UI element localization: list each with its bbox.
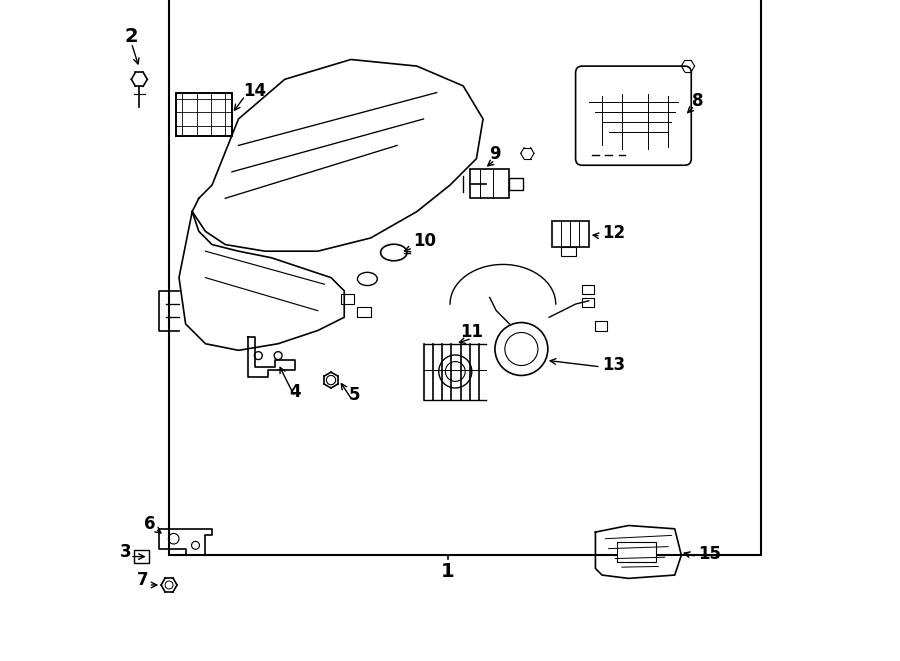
Text: 3: 3 xyxy=(120,543,131,561)
Bar xyxy=(176,93,232,136)
Text: 10: 10 xyxy=(413,232,436,250)
Text: 6: 6 xyxy=(144,515,156,533)
FancyBboxPatch shape xyxy=(576,66,691,165)
Text: 1: 1 xyxy=(441,563,454,581)
Text: 7: 7 xyxy=(137,571,148,589)
Bar xyxy=(341,294,355,304)
Text: 8: 8 xyxy=(692,92,704,110)
Bar xyxy=(509,178,523,190)
Bar xyxy=(169,0,760,555)
Text: 12: 12 xyxy=(602,224,626,242)
Bar xyxy=(596,321,608,330)
Bar xyxy=(553,221,589,247)
Text: 9: 9 xyxy=(489,145,500,163)
Ellipse shape xyxy=(381,245,407,260)
Text: 15: 15 xyxy=(698,545,721,563)
Text: 4: 4 xyxy=(289,383,301,401)
Bar xyxy=(582,298,594,307)
Bar xyxy=(582,285,594,294)
Bar xyxy=(357,307,371,317)
Text: 5: 5 xyxy=(348,386,360,404)
Bar xyxy=(616,542,656,562)
Text: 13: 13 xyxy=(602,356,626,374)
Bar xyxy=(561,247,576,256)
Text: 11: 11 xyxy=(460,323,483,341)
Bar xyxy=(470,169,509,198)
Text: 14: 14 xyxy=(243,82,266,100)
Text: 2: 2 xyxy=(124,27,139,46)
Ellipse shape xyxy=(357,272,377,286)
Bar xyxy=(134,550,148,563)
